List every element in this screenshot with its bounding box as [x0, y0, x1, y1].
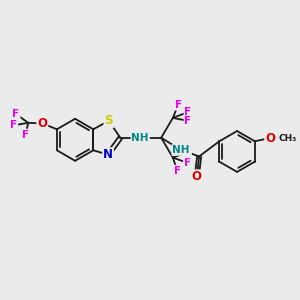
Text: F: F	[184, 116, 192, 126]
Text: N: N	[103, 148, 113, 161]
Text: F: F	[10, 120, 17, 130]
Text: F: F	[22, 130, 29, 140]
Text: S: S	[104, 114, 113, 127]
Text: O: O	[192, 170, 202, 183]
Text: F: F	[184, 107, 192, 117]
Text: CH₃: CH₃	[279, 134, 297, 143]
Text: F: F	[13, 109, 20, 119]
Text: F: F	[175, 100, 182, 110]
Text: F: F	[184, 158, 191, 168]
Text: NH: NH	[172, 145, 190, 155]
Text: O: O	[265, 132, 275, 145]
Text: F: F	[184, 147, 191, 157]
Text: O: O	[37, 117, 47, 130]
Text: F: F	[174, 166, 181, 176]
Text: NH: NH	[131, 133, 149, 143]
